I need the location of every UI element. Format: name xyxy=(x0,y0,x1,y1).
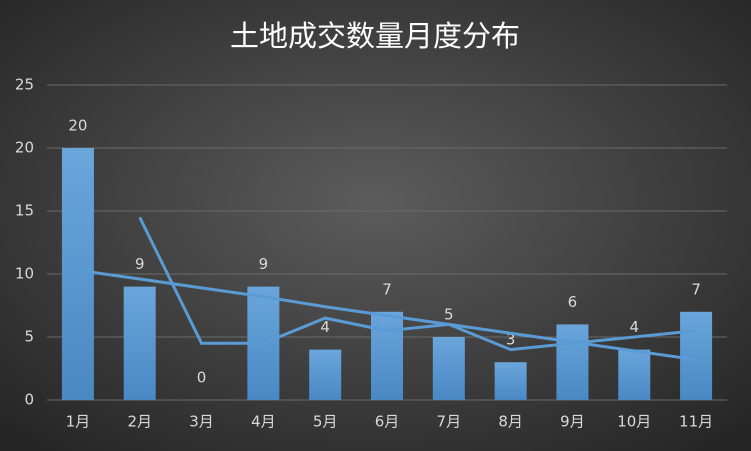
x-tick-label: 3月 xyxy=(189,413,214,431)
data-label: 5 xyxy=(444,306,454,324)
y-tick-label: 0 xyxy=(24,391,34,409)
bar xyxy=(309,349,342,400)
data-label: 4 xyxy=(320,318,330,336)
bar xyxy=(556,324,589,400)
bar xyxy=(432,337,465,400)
x-tick-label: 5月 xyxy=(313,413,338,431)
x-tick-label: 4月 xyxy=(251,413,276,431)
data-label: 20 xyxy=(68,117,87,135)
bar xyxy=(371,311,403,400)
data-label: 6 xyxy=(568,293,578,311)
data-label: 7 xyxy=(691,280,701,298)
trend-line xyxy=(77,268,697,362)
trend-line xyxy=(138,216,697,352)
bar xyxy=(61,148,94,400)
x-tick-label: 8月 xyxy=(498,413,523,431)
x-tick-label: 11月 xyxy=(679,413,713,431)
x-tick-label: 9月 xyxy=(560,413,585,431)
y-tick-label: 20 xyxy=(15,139,34,157)
y-tick-label: 5 xyxy=(24,328,34,346)
data-label: 9 xyxy=(259,255,269,273)
bar xyxy=(680,311,713,400)
x-tick-label: 7月 xyxy=(437,413,462,431)
bar xyxy=(123,286,156,400)
x-tick-label: 1月 xyxy=(66,413,91,431)
y-tick-label: 15 xyxy=(15,202,34,220)
data-label: 4 xyxy=(629,318,639,336)
data-label: 3 xyxy=(506,331,516,349)
x-tick-label: 10月 xyxy=(617,413,651,431)
data-label: 7 xyxy=(382,280,392,298)
bar xyxy=(618,349,651,400)
bar xyxy=(494,362,527,400)
y-tick-label: 10 xyxy=(15,265,34,283)
x-tick-label: 2月 xyxy=(127,413,152,431)
x-tick-label: 6月 xyxy=(375,413,400,431)
data-label: 9 xyxy=(135,255,145,273)
y-tick-label: 25 xyxy=(15,76,34,94)
chart-title: 土地成交数量月度分布 xyxy=(230,19,520,53)
data-label: 0 xyxy=(197,369,207,387)
